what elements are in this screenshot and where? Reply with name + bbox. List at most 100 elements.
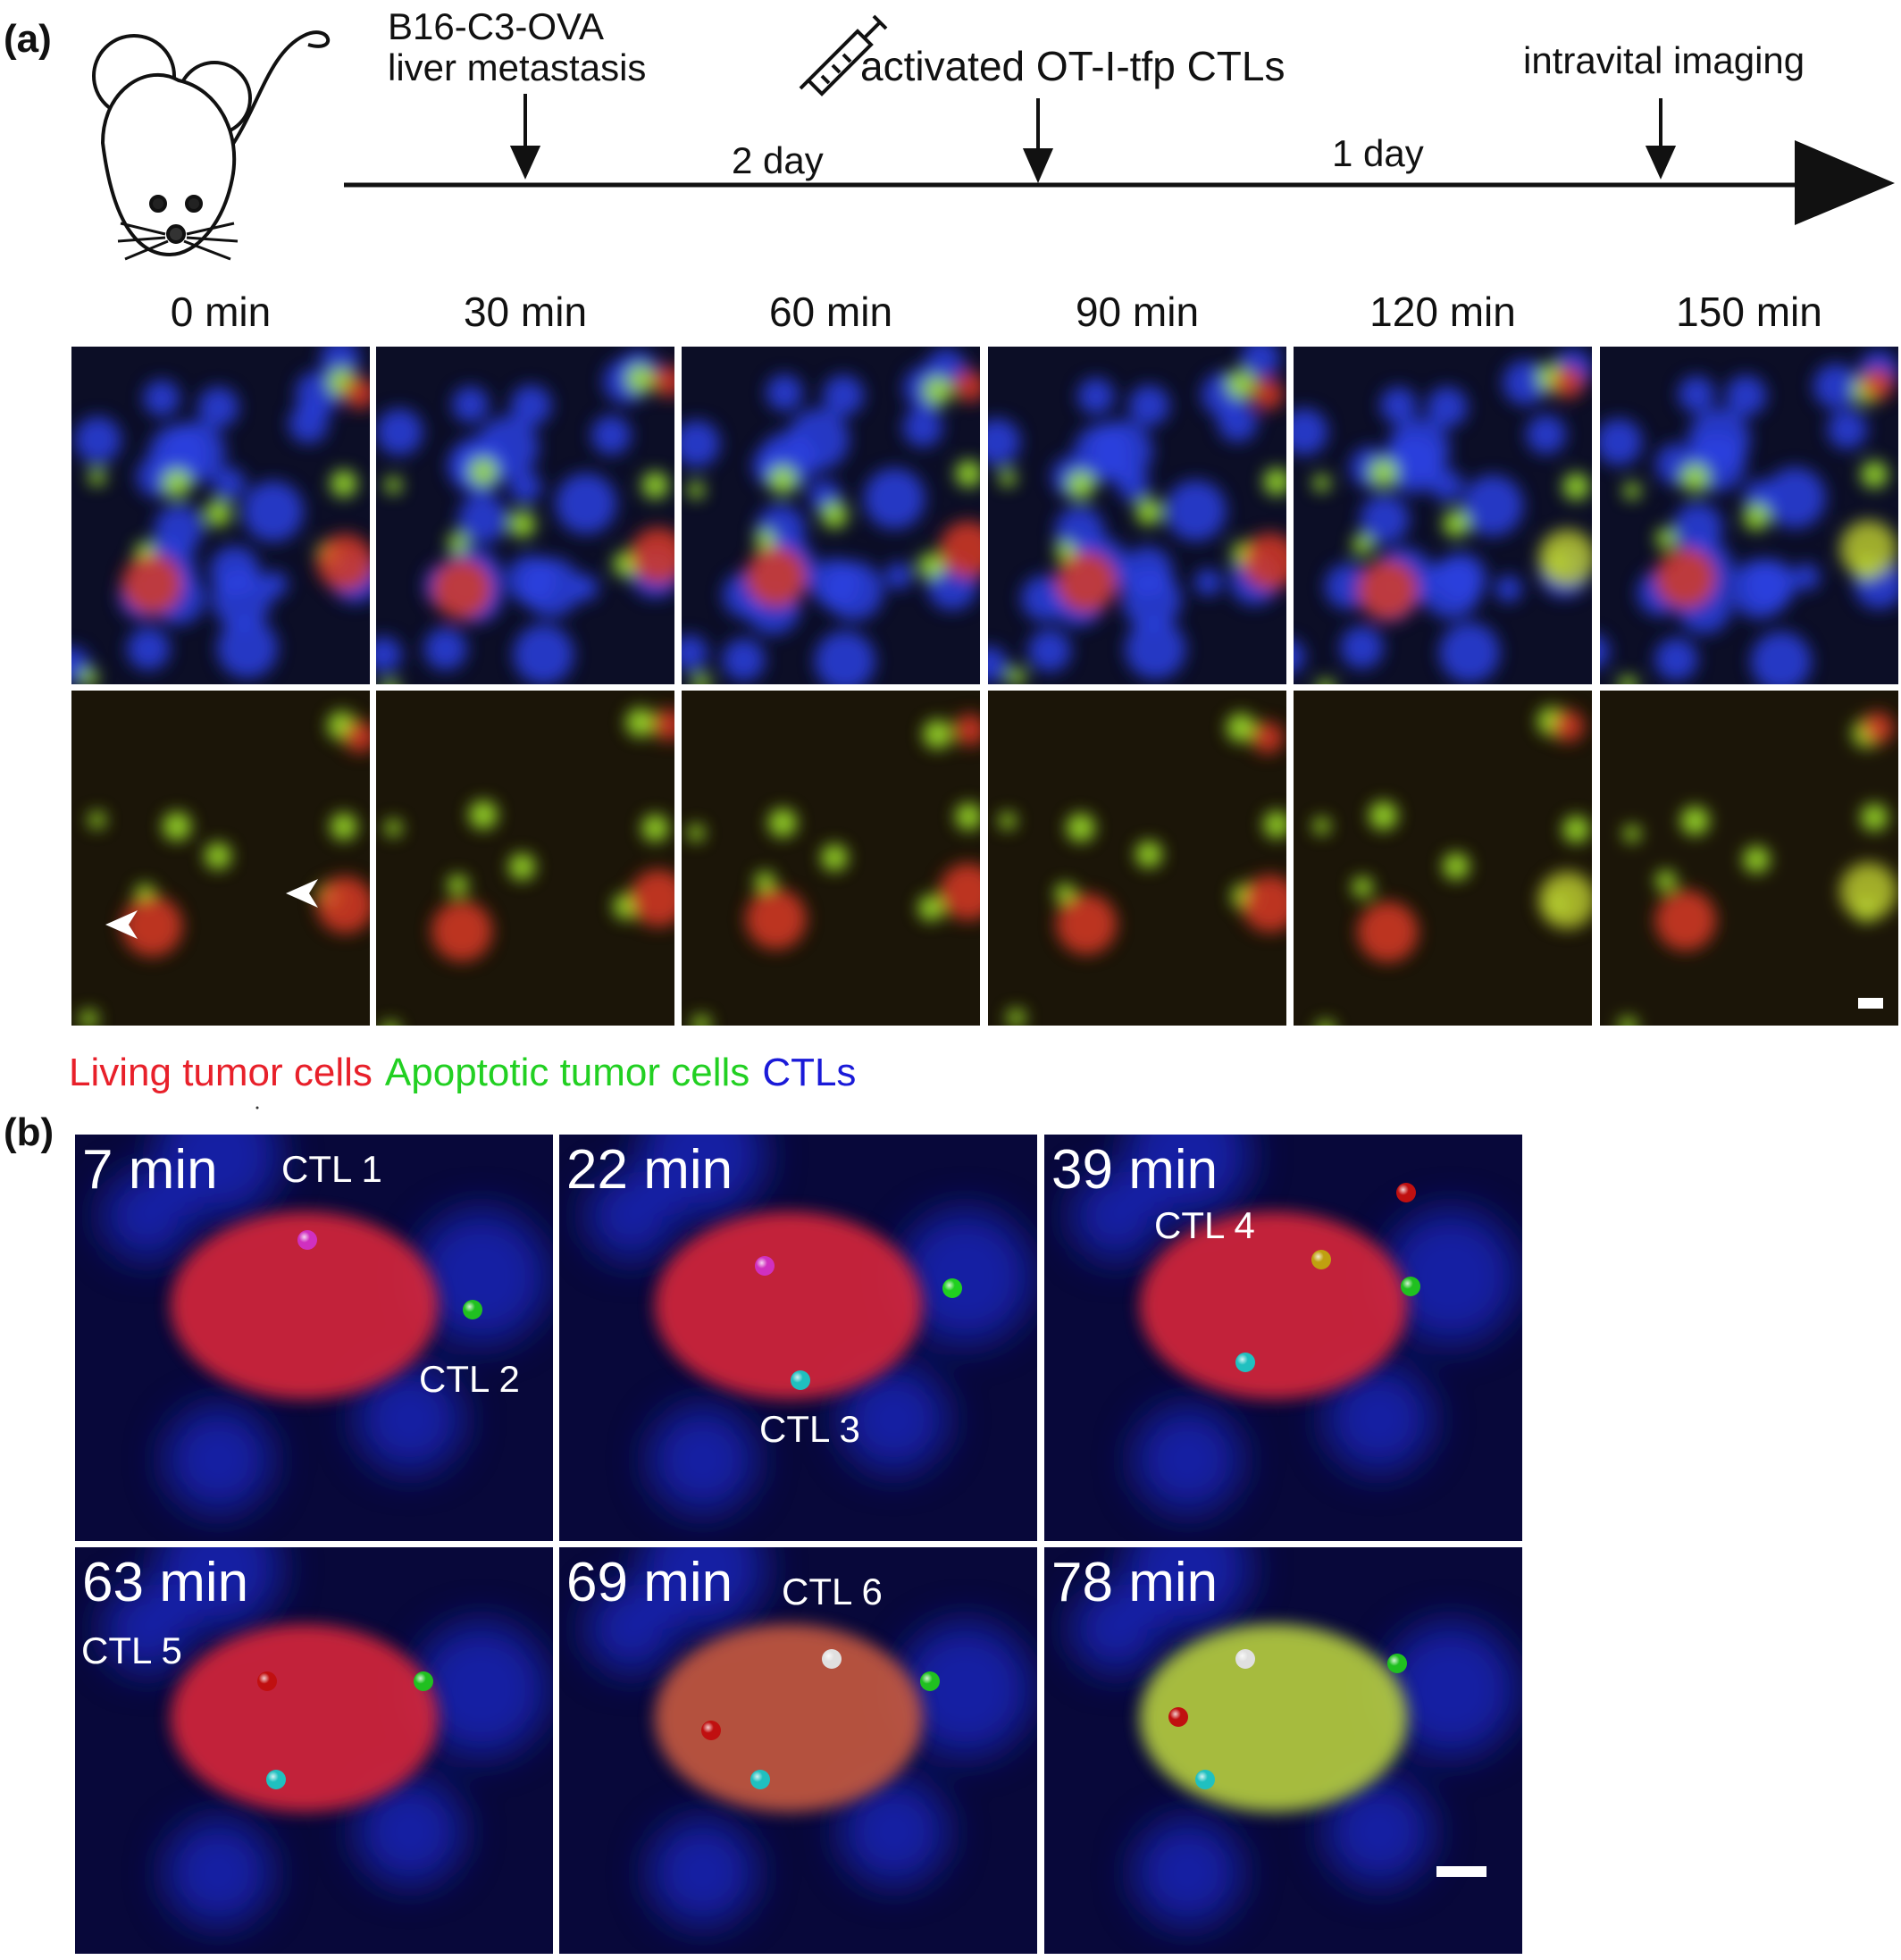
cell [343,377,370,410]
ctl-body [1125,1547,1251,1630]
time-label: 63 min [82,1552,248,1613]
timeline-arrowhead [1795,140,1895,225]
syringe-icon [799,14,888,96]
cell [217,617,278,679]
micrograph [988,347,1286,684]
micrograph [1600,347,1898,684]
cell [80,1009,98,1026]
cell [1562,816,1590,843]
cell [205,499,231,527]
tumor-cell [654,1211,923,1400]
cell [205,842,231,869]
cell [1369,458,1398,488]
cell [1827,409,1868,449]
ctl-bodies [586,1135,1033,1513]
ctl-body [840,1778,948,1886]
cell [988,418,1021,465]
cell [555,473,617,534]
cell [376,408,423,456]
micrograph [1600,691,1898,1026]
cells [999,713,1286,1026]
cell [1128,385,1170,426]
cell [1673,502,1723,552]
cell [999,469,1017,487]
cell [457,494,507,544]
cell [343,720,370,753]
cell [1352,534,1373,556]
sphere-shine [257,1671,277,1691]
ctl-bodies [102,1135,549,1513]
micrograph [682,691,980,1026]
cells [102,1135,549,1513]
micrograph [75,1547,553,1954]
time-label: 22 min [566,1139,733,1201]
cell [821,501,848,529]
tumor-cell [170,1211,439,1400]
micrograph [1294,691,1592,1026]
cell [1743,479,1777,513]
ctl-body [840,1365,948,1473]
cells [102,1547,549,1926]
cells [586,1135,1033,1513]
cell [1839,862,1897,920]
cell [1379,387,1418,424]
cell [1056,551,1118,613]
cell [1538,529,1592,587]
cell [521,557,582,617]
ctl-body [1383,1622,1518,1757]
cell [74,416,121,464]
legend-entry: Apoptotic tumor cells [385,1051,750,1094]
sphere-shine [1311,1250,1331,1269]
cell [508,470,542,504]
cell [939,863,980,921]
cell [625,708,656,737]
cell [1121,570,1182,630]
cell [1241,532,1286,591]
ctl-body [640,1547,766,1630]
cell [1655,870,1677,892]
cell [154,504,204,554]
ctl-body [1325,1365,1433,1473]
cell [988,646,1008,683]
time-label: 39 min [1051,1139,1218,1201]
event-label: B16-C3-OVA [388,5,604,47]
cell-label: CTL 1 [281,1148,382,1190]
scale-bar [1858,998,1883,1009]
cell [824,561,884,621]
cell [382,680,398,684]
cell [1792,563,1821,591]
cell [88,811,106,829]
cell [1194,568,1222,597]
tumor-cell [1139,1624,1408,1813]
cell [1027,629,1071,673]
sphere-shine [266,1770,286,1789]
cells [1312,707,1592,1026]
cell [1839,520,1897,578]
cell [197,386,239,428]
cell [821,844,848,871]
legend-entry: Living tumor cells [69,1051,373,1094]
sphere-shine [701,1721,721,1740]
cell [1352,876,1373,898]
micrograph [559,1135,1037,1541]
cell [682,634,708,672]
cell [1312,474,1331,492]
time-label: 30 min [464,289,587,335]
arrowhead-marker [105,910,138,939]
cell [316,875,370,934]
cell-label: CTL 4 [1154,1204,1255,1246]
cell [687,824,705,842]
cell [1813,363,1859,409]
cell [1312,817,1331,835]
cells [1619,711,1897,1026]
cell [121,895,183,957]
dot [255,1106,259,1110]
cell-label: CTL 6 [782,1571,883,1612]
cell [1750,631,1812,684]
sphere-shine [1195,1770,1215,1789]
sphere-shine [463,1300,482,1319]
cell [641,814,669,842]
ctl-body [586,1171,676,1261]
cell [1600,418,1643,466]
